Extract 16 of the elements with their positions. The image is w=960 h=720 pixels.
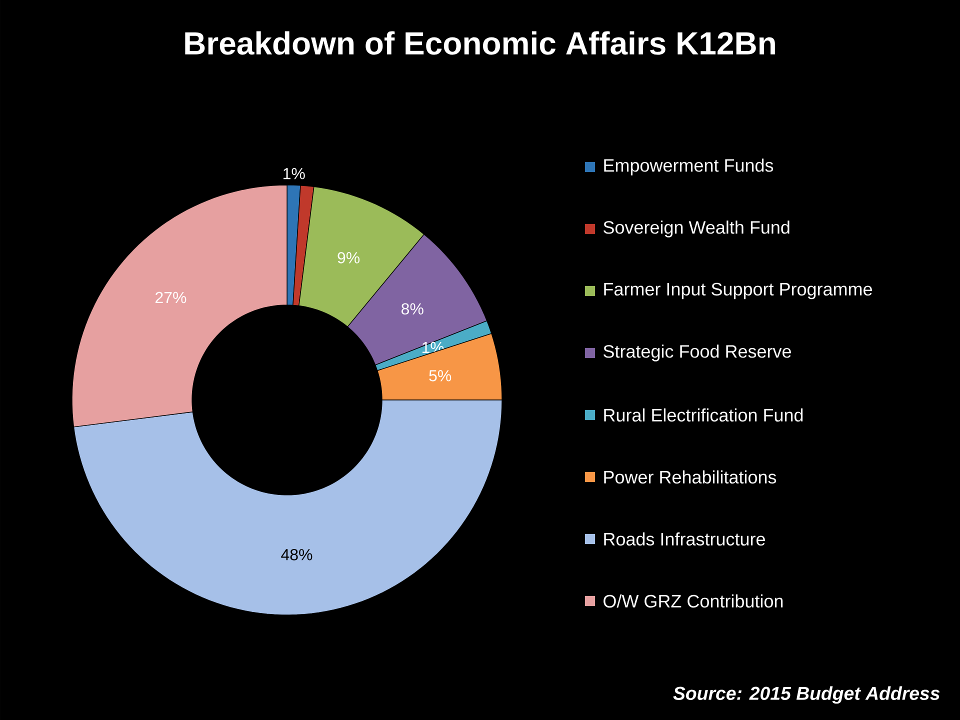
legend-label: Empowerment Funds: [604, 158, 774, 176]
data-label: 9%: [338, 252, 360, 264]
data-label: 48%: [281, 549, 312, 560]
chart-title: Breakdown of Economic Affairs K12Bn: [185, 31, 775, 55]
legend-label: Roads Infrastructure: [604, 532, 765, 546]
data-label: 5%: [429, 370, 452, 382]
data-label: 8%: [402, 303, 424, 315]
legend-label: Power Rehabilitations: [604, 470, 776, 484]
source-note: Source: 2015 Budget Address: [673, 686, 940, 704]
legend-label: Sovereign Wealth Fund: [604, 220, 790, 238]
legend-label: O/W GRZ Contribution: [604, 594, 783, 608]
legend-label: Strategic Food Reserve: [604, 344, 791, 362]
data-label: 1%: [284, 168, 305, 180]
legend-label: Rural Electrification Fund: [604, 408, 803, 422]
legend-label: Farmer Input Support Programme: [604, 282, 872, 300]
data-label: 27%: [156, 292, 186, 304]
